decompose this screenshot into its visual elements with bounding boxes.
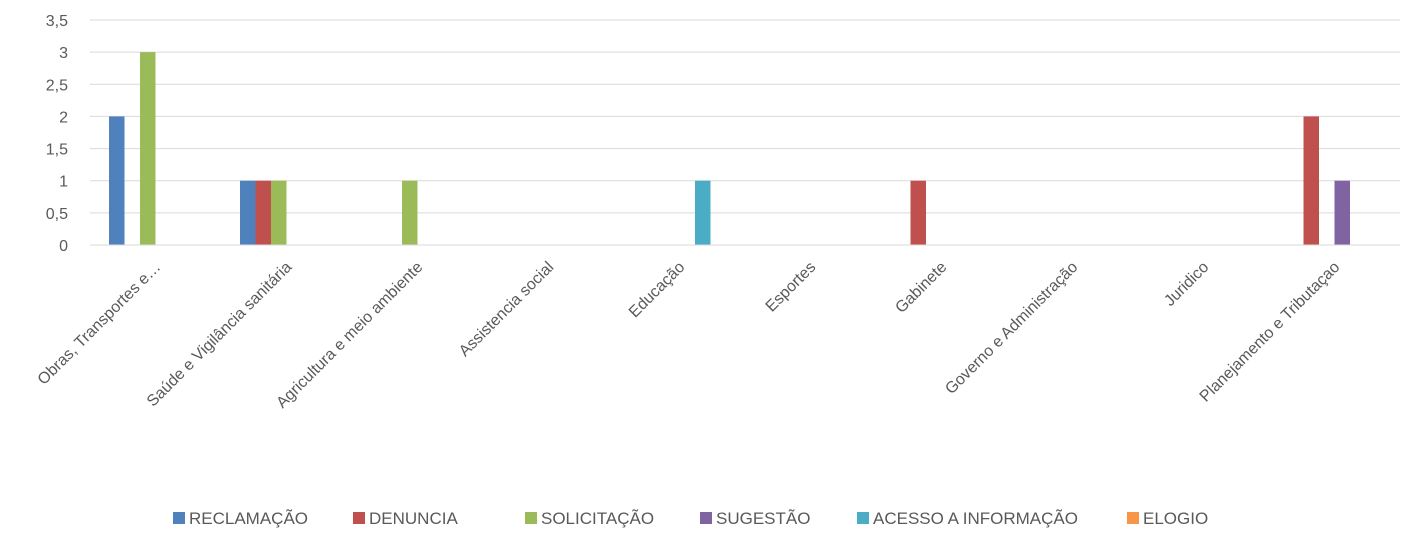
x-axis-labels: Obras, Transportes e…Saúde e Vigilância … xyxy=(35,259,1344,412)
legend-label: ELOGIO xyxy=(1143,509,1208,528)
x-tick-label: Obras, Transportes e… xyxy=(35,259,165,389)
y-tick-label: 2,5 xyxy=(46,77,68,94)
x-tick-label: Governo e Administração xyxy=(942,259,1081,398)
legend-swatch xyxy=(700,512,712,524)
legend-swatch xyxy=(173,512,185,524)
x-tick-label: Esportes xyxy=(763,259,820,316)
legend-swatch xyxy=(353,512,365,524)
legend-label: SOLICITAÇÃO xyxy=(541,509,654,528)
legend-label: DENUNCIA xyxy=(369,509,458,528)
y-tick-label: 3,5 xyxy=(46,13,68,30)
legend-swatch xyxy=(857,512,869,524)
bar xyxy=(1334,180,1350,245)
x-tick-label: Planejamento e Tributaçao xyxy=(1197,259,1344,406)
legend-swatch xyxy=(525,512,537,524)
bar xyxy=(140,52,156,246)
bar xyxy=(910,180,926,245)
x-tick-label: Juridico xyxy=(1161,259,1212,310)
x-tick-label: Educação xyxy=(626,259,688,321)
y-tick-label: 1 xyxy=(59,174,68,191)
gridlines xyxy=(90,19,1400,214)
y-tick-label: 1,5 xyxy=(46,142,68,159)
bar xyxy=(255,180,271,245)
y-tick-label: 2 xyxy=(59,109,68,126)
y-tick-label: 3 xyxy=(59,45,68,62)
bar xyxy=(402,180,418,245)
legend: RECLAMAÇÃO DENUNCIA SOLICITAÇÃO SUGESTÃO ACE… xyxy=(173,509,1208,528)
bar xyxy=(109,116,125,245)
legend-label: ACESSO A INFORMAÇÃO xyxy=(873,509,1078,528)
y-axis-ticks: 0 0,5 1 1,5 2 2,5 3 3,5 xyxy=(46,13,68,255)
bar xyxy=(240,180,256,245)
y-tick-label: 0,5 xyxy=(46,206,68,223)
x-tick-label: Saúde e Vigilância sanitária xyxy=(144,259,296,411)
legend-label: RECLAMAÇÃO xyxy=(189,509,308,528)
legend-label: SUGESTÃO xyxy=(716,509,810,528)
x-tick-label: Gabinete xyxy=(892,259,950,317)
bar xyxy=(1303,116,1319,245)
bar xyxy=(271,180,287,245)
y-tick-label: 0 xyxy=(59,238,68,255)
bars xyxy=(109,52,1350,246)
x-tick-label: Agricultura e meio ambiente xyxy=(273,259,426,412)
bar xyxy=(695,180,711,245)
legend-swatch xyxy=(1127,512,1139,524)
x-tick-label: Assistencia social xyxy=(456,259,557,360)
